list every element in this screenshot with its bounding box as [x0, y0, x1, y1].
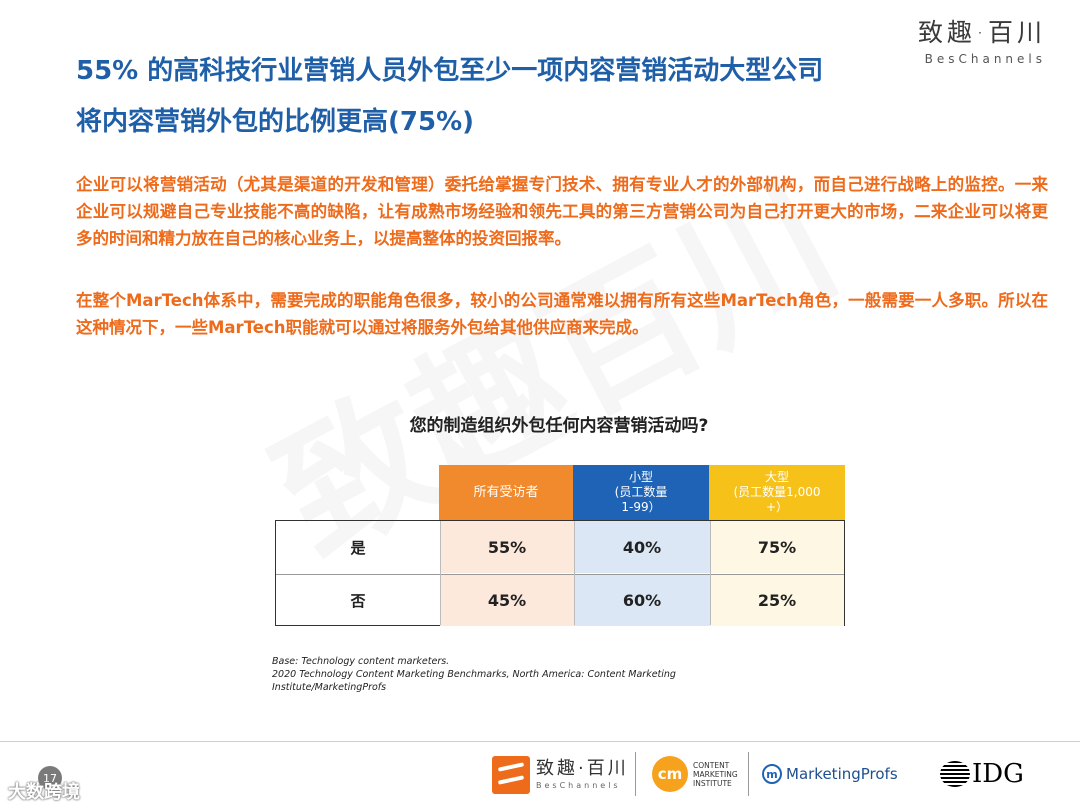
header-large-line1: 大型	[764, 470, 789, 484]
brand-name-en: BesChannels	[924, 52, 1046, 66]
cmi-text-3: INSTITUTE	[693, 778, 732, 788]
body-paragraph-1: 企业可以将营销活动（尤其是渠道的开发和管理）委托给掌握专门技术、拥有专业人才的外…	[76, 175, 1048, 248]
header-large-company: 大型 (员工数量1,000 +）	[709, 465, 845, 520]
marketingprofs-mark-icon: m	[762, 764, 782, 784]
source-note: Base: Technology content marketers. 2020…	[272, 655, 712, 694]
column-divider	[710, 521, 711, 625]
beschannels-logo-cn: 致趣·百川	[536, 758, 629, 779]
idg-globe-icon	[940, 761, 970, 787]
logo-separator	[748, 752, 749, 796]
body-paragraph-2: 在整个MarTech体系中，需要完成的职能角色很多，较小的公司通常难以拥有所有这…	[76, 291, 1048, 337]
cell-no-small: 60%	[574, 574, 710, 626]
cell-yes-small: 40%	[574, 521, 710, 573]
page-title-line2: 将内容营销外包的比例更高(75%)	[76, 107, 474, 137]
header-small-line1: 小型	[628, 470, 653, 484]
column-divider	[440, 521, 441, 625]
cell-yes-all: 55%	[440, 521, 574, 573]
header-all-respondents: 所有受访者	[439, 465, 573, 520]
source-line-2: 2020 Technology Content Marketing Benchm…	[272, 669, 676, 693]
header-large-line3: +）	[765, 500, 789, 514]
cmi-text-1: CONTENT	[693, 760, 730, 770]
logo-separator	[635, 752, 636, 796]
footer-divider	[0, 741, 1080, 742]
cell-yes-large: 75%	[710, 521, 844, 573]
header-small-company: 小型 (员工数量 1-99）	[573, 465, 709, 520]
header-large-line2: (员工数量1,000	[733, 485, 821, 499]
cmi-logo: cm CONTENT MARKETING INSTITUTE	[652, 756, 738, 792]
brand-name-cn: 致趣·百川	[918, 18, 1046, 47]
page-number: 17	[38, 766, 62, 790]
row-label-yes: 是	[350, 538, 366, 557]
beschannels-logo-en: BesChannels	[536, 781, 621, 790]
marketingprofs-logo: m MarketingProfs	[762, 764, 898, 784]
header-small-line3: 1-99）	[621, 500, 661, 514]
results-table: 所有受访者 小型 (员工数量 1-99） 大型 (员工数量1,000 +） 是 …	[275, 465, 845, 626]
cmi-text-2: MARKETING	[693, 769, 738, 779]
column-divider	[574, 521, 575, 625]
marketingprofs-text: MarketingProfs	[786, 765, 898, 783]
header-small-line2: (员工数量	[614, 485, 668, 499]
header-all-label: 所有受访者	[473, 485, 539, 500]
beschannels-logo: 致趣·百川 BesChannels	[492, 756, 629, 794]
survey-question: 您的制造组织外包任何内容营销活动吗?	[409, 416, 709, 436]
cell-no-large: 25%	[710, 574, 844, 626]
beschannels-mark-icon	[492, 756, 530, 794]
idg-logo: IDG	[940, 760, 1024, 788]
cmi-mark-icon: cm	[652, 756, 688, 792]
table-body: 是 55% 40% 75% 否 45% 60% 25%	[275, 520, 845, 626]
cell-no-all: 45%	[440, 574, 574, 626]
bottom-watermark: 大数跨境	[8, 782, 80, 803]
idg-text: IDG	[972, 759, 1024, 789]
page-title-line1: 55% 的高科技行业营销人员外包至少一项内容营销活动大型公司	[76, 56, 824, 86]
brand-logo: 致趣·百川 BesChannels	[918, 18, 1046, 68]
row-divider	[276, 574, 844, 575]
source-line-1: Base: Technology content marketers.	[272, 656, 450, 667]
row-label-no: 否	[350, 591, 366, 610]
